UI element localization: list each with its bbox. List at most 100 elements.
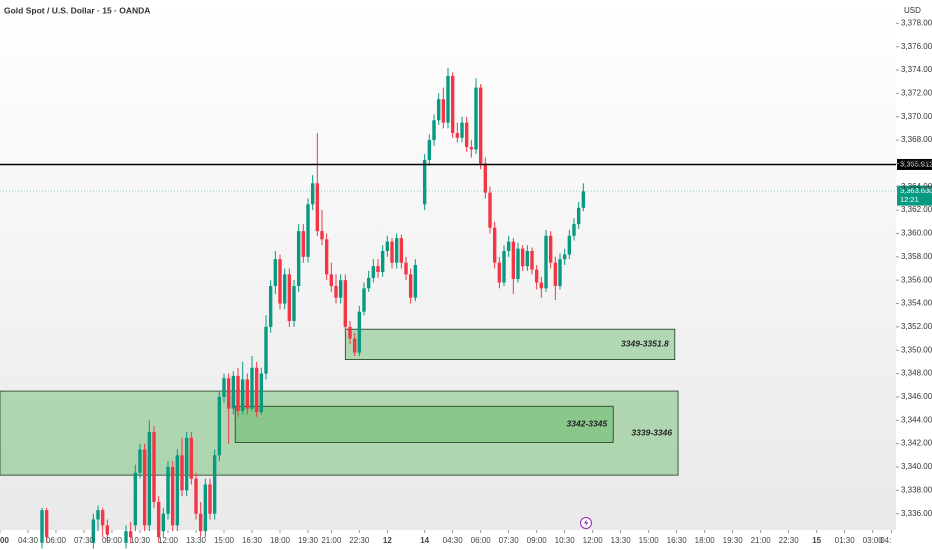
- y-tick-label: 3,364.000: [901, 182, 932, 191]
- y-tick-label: 3,362.000: [901, 205, 932, 214]
- zone-label: 3339-3346: [631, 427, 672, 437]
- candle-body: [432, 120, 436, 141]
- candle-body: [404, 262, 408, 275]
- y-tick-label: 3,340.000: [901, 462, 932, 471]
- candle-body: [161, 513, 166, 532]
- x-tick-label: 12:00: [158, 536, 179, 545]
- zone-label: 3349-3351.8: [621, 339, 669, 349]
- price-axis: [896, 0, 932, 550]
- candle-body: [301, 231, 306, 257]
- candle-body: [427, 140, 432, 160]
- candle-body: [422, 159, 427, 205]
- x-tick-label: 10:30: [555, 536, 576, 545]
- candle-body: [413, 265, 418, 298]
- x-tick-label: 18:00: [270, 536, 291, 545]
- candle-body: [488, 192, 492, 228]
- candle-body: [581, 191, 586, 208]
- x-tick-label: 12: [383, 536, 392, 545]
- zones: 3339-3346 3342-3345 3349-3351.8: [0, 328, 679, 476]
- y-tick-label: 3,342.000: [901, 439, 932, 448]
- candle-body: [180, 455, 184, 491]
- candle-body: [338, 280, 343, 298]
- x-tick-label: 19:30: [298, 536, 319, 545]
- x-tick-label: 06:00: [46, 536, 67, 545]
- y-tick-label: 3,338.000: [901, 485, 932, 494]
- y-tick-label: 3,370.000: [901, 112, 932, 121]
- candle-body: [544, 235, 548, 289]
- candle-body: [530, 250, 534, 270]
- event-icon[interactable]: [580, 517, 592, 529]
- x-tick-label: 15:00: [639, 536, 660, 545]
- candle-body: [208, 484, 212, 514]
- price-label-box: [897, 185, 932, 206]
- candle-body: [100, 510, 105, 526]
- x-tick-label: 19:30: [723, 536, 744, 545]
- candle-body: [245, 379, 250, 409]
- candle-body: [96, 510, 100, 520]
- y-tick-label: 3,358.000: [901, 252, 932, 261]
- candle-body: [226, 378, 231, 409]
- x-tick-label: 04:30: [18, 536, 39, 545]
- candle-body: [516, 248, 520, 280]
- candle-body: [240, 379, 245, 411]
- x-tick-label: 15: [812, 536, 821, 545]
- candle-body: [231, 375, 236, 409]
- candle-body: [502, 250, 506, 283]
- candle-body: [184, 437, 189, 491]
- y-tick-label: 3,366.000: [901, 159, 932, 168]
- candle-body: [44, 510, 49, 538]
- candle-body: [558, 259, 562, 287]
- candle-body: [152, 431, 156, 502]
- candle-body: [357, 311, 362, 353]
- candle-body: [446, 75, 450, 123]
- x-tick-label: 09:00: [102, 536, 123, 545]
- x-tick-label: 22:30: [349, 536, 370, 545]
- y-tick-label: 3,346.000: [901, 392, 932, 401]
- x-tick-label: 06:00: [471, 536, 492, 545]
- candle-body: [539, 282, 544, 289]
- x-tick-label: 09:00: [527, 536, 548, 545]
- candle-body: [511, 241, 516, 280]
- candle-body: [436, 99, 441, 121]
- countdown: 12:21: [900, 195, 919, 204]
- candle-body: [408, 274, 413, 298]
- candle-body: [268, 286, 273, 327]
- x-tick-label: 03:00: [863, 536, 884, 545]
- y-tick-label: 3,344.000: [901, 415, 932, 424]
- candle-body: [324, 239, 329, 275]
- x-tick-label: 13:30: [186, 536, 207, 545]
- candle-body: [133, 472, 138, 526]
- candle-body: [520, 248, 525, 267]
- candle-body: [40, 510, 44, 543]
- zone: [344, 328, 676, 360]
- candle-body: [292, 286, 296, 322]
- x-tick-label: 07:30: [499, 536, 520, 545]
- y-tick-label: 3,336.000: [901, 509, 932, 518]
- zone: [234, 405, 614, 443]
- zone-label: 3342-3345: [567, 419, 608, 429]
- currency: USD: [904, 6, 921, 15]
- y-tick-label: 3,350.000: [901, 345, 932, 354]
- candle-body: [525, 250, 530, 267]
- x-tick-label: 01:30: [835, 536, 856, 545]
- candle-body: [464, 122, 469, 148]
- candle-body: [254, 367, 259, 413]
- candle-body: [343, 280, 348, 327]
- candle-body: [469, 147, 474, 150]
- x-tick-label: 18:00: [695, 536, 716, 545]
- x-tick-label: 15:00: [214, 536, 235, 545]
- candle-body: [212, 455, 217, 514]
- candle-body: [460, 122, 464, 138]
- candle-body: [441, 99, 446, 123]
- candle-body: [273, 259, 278, 287]
- candle-body: [320, 231, 324, 240]
- y-tick-label: 3,352.000: [901, 322, 932, 331]
- candle-body: [264, 326, 268, 374]
- candle-body: [576, 207, 581, 225]
- y-tick-label: 3,376.000: [901, 42, 932, 51]
- candle-body: [138, 449, 142, 473]
- time-axis: [0, 530, 896, 550]
- candle-body: [217, 396, 222, 456]
